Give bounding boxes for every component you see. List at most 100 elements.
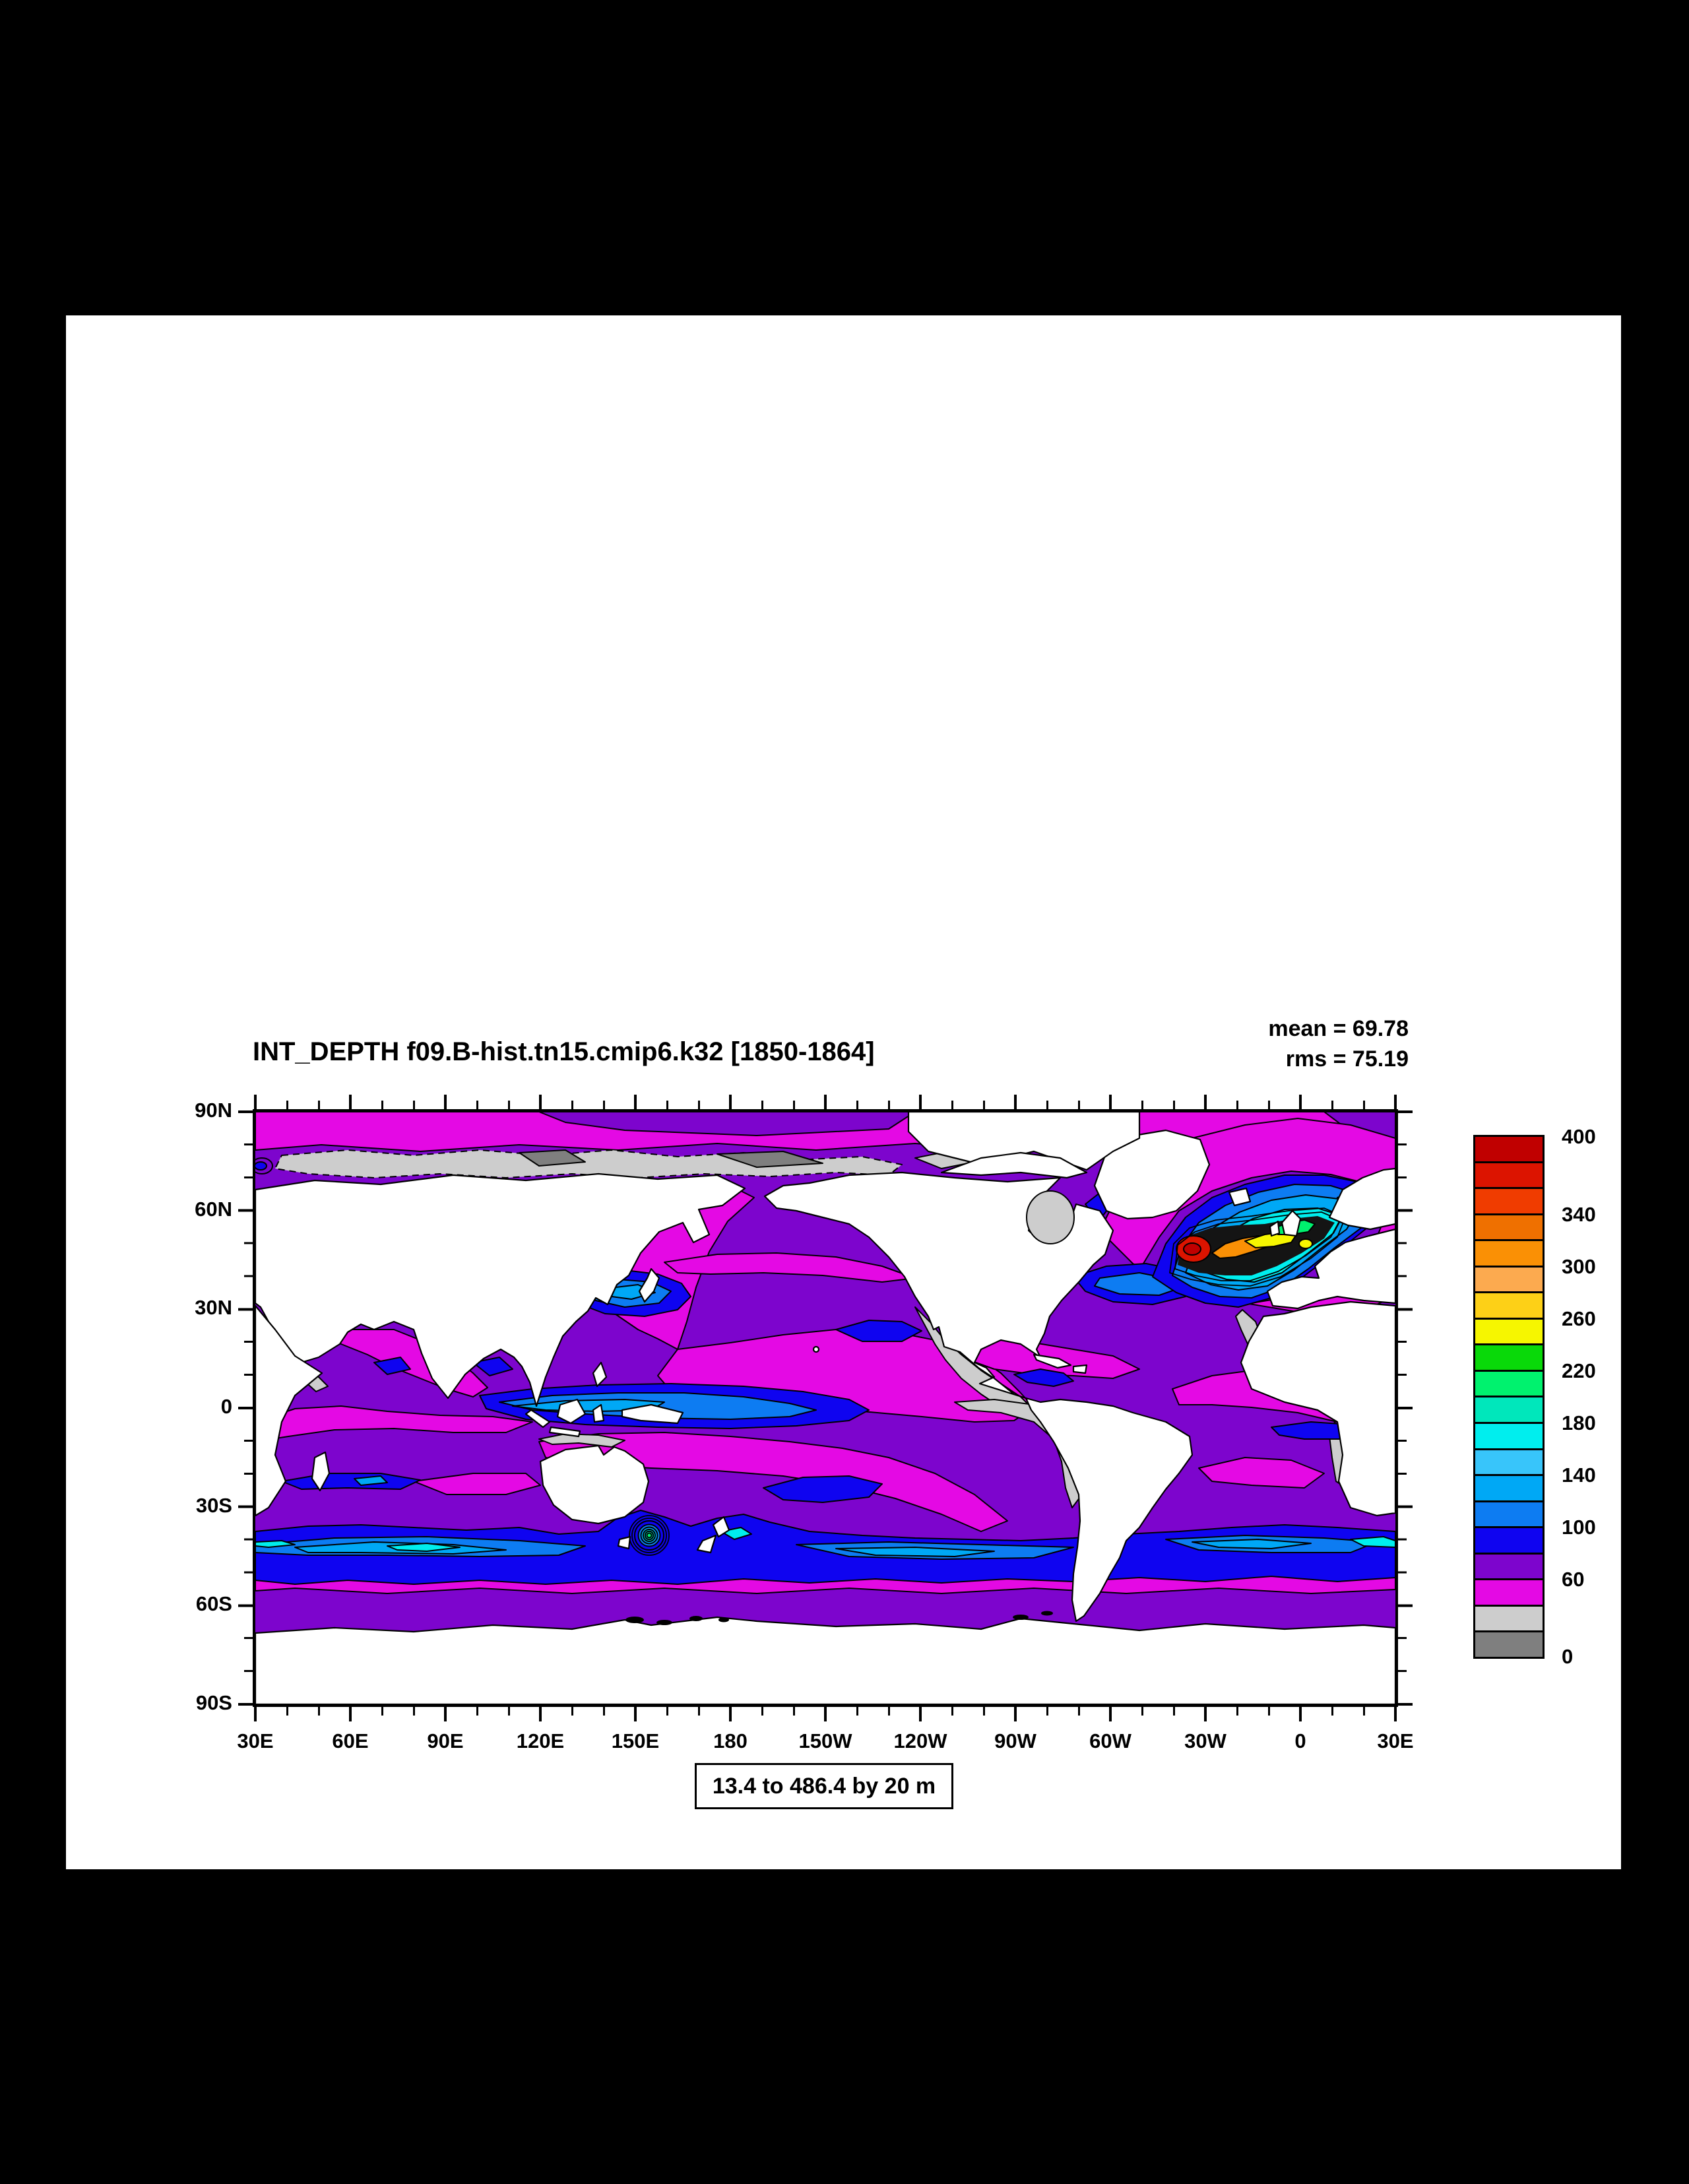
lon-label-0: 0 bbox=[1294, 1729, 1306, 1752]
lon-label-30w: 30W bbox=[1184, 1729, 1227, 1752]
lon-label-120e: 120E bbox=[516, 1729, 565, 1752]
contour-range-caption: 13.4 to 486.4 by 20 m bbox=[695, 1763, 953, 1809]
colorbar-box bbox=[1475, 1632, 1543, 1657]
colorbar-box bbox=[1475, 1319, 1543, 1346]
colorbar-box bbox=[1475, 1397, 1543, 1425]
land-britain bbox=[1281, 1209, 1302, 1237]
arctic-purple-lens bbox=[538, 1112, 916, 1136]
antarctic-speck-3 bbox=[689, 1616, 703, 1621]
southern-pacific-sky bbox=[835, 1547, 995, 1557]
south-pacific-magenta-band bbox=[538, 1432, 1008, 1532]
land-japan bbox=[638, 1268, 660, 1303]
colorbar-label-300: 300 bbox=[1562, 1255, 1596, 1278]
land-europe bbox=[1266, 1228, 1395, 1310]
land-sumatra bbox=[525, 1409, 551, 1429]
land-eurasia bbox=[255, 1172, 746, 1407]
agulhas-cyan-wrap bbox=[255, 1540, 296, 1548]
land-madagascar bbox=[311, 1451, 331, 1492]
hotspot-yellow-arc bbox=[1244, 1231, 1297, 1248]
land-iceland bbox=[1228, 1187, 1252, 1207]
arabian-blue bbox=[373, 1357, 411, 1375]
colorbar-box bbox=[1475, 1293, 1543, 1320]
rms-value: rms = 75.19 bbox=[1285, 1046, 1409, 1072]
colorbar-label-260: 260 bbox=[1562, 1307, 1596, 1330]
hudson-bay-gray bbox=[1026, 1190, 1075, 1244]
southern-atlantic-sky bbox=[1192, 1539, 1312, 1549]
siberian-darkgray-1 bbox=[519, 1149, 586, 1167]
land-south-america bbox=[1025, 1397, 1194, 1622]
land-borneo bbox=[556, 1398, 587, 1425]
mean-value: mean = 69.78 bbox=[1268, 1016, 1409, 1041]
lon-label-60e: 60E bbox=[332, 1729, 369, 1752]
antarctic-speck-1 bbox=[625, 1617, 644, 1623]
lon-label-120w: 120W bbox=[893, 1729, 947, 1752]
colorbar-box bbox=[1475, 1267, 1543, 1294]
land-hispaniola bbox=[1072, 1364, 1088, 1374]
south-pacific-blue bbox=[763, 1475, 883, 1503]
colorbar-box bbox=[1475, 1528, 1543, 1555]
lat-label-90s: 90S bbox=[195, 1691, 232, 1714]
land-nz-south bbox=[696, 1534, 717, 1554]
land-africa-east bbox=[255, 1304, 323, 1517]
indian-magenta-band bbox=[255, 1405, 533, 1442]
land-new-guinea bbox=[621, 1403, 684, 1425]
hotspot-yellow-spot bbox=[1298, 1238, 1313, 1249]
land-tasmania bbox=[617, 1535, 631, 1550]
colorbar-label-180: 180 bbox=[1562, 1411, 1596, 1434]
lon-label-150w: 150W bbox=[798, 1729, 852, 1752]
antarctic-speck-4 bbox=[718, 1617, 729, 1622]
lat-label-60s: 60S bbox=[195, 1592, 232, 1615]
colorbar-box bbox=[1475, 1163, 1543, 1190]
southern-indian-cyan bbox=[387, 1543, 461, 1552]
lat-label-30n: 30N bbox=[195, 1296, 232, 1319]
lon-label-30e-right: 30E bbox=[1377, 1729, 1414, 1752]
west-australia-magenta bbox=[413, 1473, 541, 1495]
lon-label-90e: 90E bbox=[427, 1729, 464, 1752]
labrador-darkred-core bbox=[1183, 1242, 1201, 1256]
land-nz-north bbox=[712, 1516, 730, 1538]
land-ireland bbox=[1269, 1220, 1281, 1237]
antarctic-speck-5 bbox=[1013, 1615, 1029, 1620]
siberian-darkgray-2 bbox=[717, 1151, 823, 1168]
land-antarctica bbox=[255, 1616, 1395, 1704]
land-philippines bbox=[592, 1361, 608, 1388]
brazil-offshore-magenta bbox=[1198, 1457, 1325, 1489]
bottom-axis-minor-ticks bbox=[254, 1707, 1397, 1716]
colorbar-box bbox=[1475, 1345, 1543, 1372]
land-sulawesi bbox=[592, 1403, 605, 1423]
land-greenland bbox=[1093, 1129, 1211, 1220]
ne-pacific-blue bbox=[835, 1320, 922, 1342]
colorbar-box bbox=[1475, 1554, 1543, 1581]
stats-block: mean = 69.78 rms = 75.19 bbox=[1003, 1013, 1409, 1074]
lon-label-180: 180 bbox=[713, 1729, 748, 1752]
colorbar-box bbox=[1475, 1606, 1543, 1633]
land-australia bbox=[539, 1444, 650, 1525]
bengal-blue bbox=[472, 1357, 513, 1376]
land-cuba bbox=[1033, 1353, 1072, 1369]
colorbar-box bbox=[1475, 1580, 1543, 1607]
land-arctic-islands bbox=[940, 1151, 1088, 1179]
colorbar-box bbox=[1475, 1424, 1543, 1450]
land-scandinavia bbox=[1328, 1167, 1395, 1231]
antarctic-speck-2 bbox=[656, 1620, 672, 1625]
lat-label-30s: 30S bbox=[195, 1494, 232, 1517]
lon-label-150e: 150E bbox=[611, 1729, 660, 1752]
lat-label-0: 0 bbox=[220, 1395, 232, 1418]
land-java bbox=[548, 1426, 581, 1438]
left-axis-minor-ticks bbox=[244, 1110, 253, 1706]
contour-map bbox=[255, 1112, 1395, 1704]
colorbar-box bbox=[1475, 1502, 1543, 1529]
colorbar-box bbox=[1475, 1189, 1543, 1215]
south-indian-sky-speck bbox=[354, 1475, 388, 1486]
lon-label-60w: 60W bbox=[1089, 1729, 1131, 1752]
antarctic-speck-6 bbox=[1041, 1611, 1053, 1616]
tasman-ring-mid bbox=[631, 1518, 667, 1553]
colorbar bbox=[1473, 1135, 1545, 1659]
barents-blue-lens bbox=[255, 1161, 267, 1171]
top-axis-minor-ticks bbox=[254, 1101, 1397, 1109]
colorbar-label-140: 140 bbox=[1562, 1463, 1596, 1487]
lon-label-90w: 90W bbox=[994, 1729, 1036, 1752]
colorbar-box bbox=[1475, 1215, 1543, 1242]
lat-label-60n: 60N bbox=[195, 1198, 232, 1221]
